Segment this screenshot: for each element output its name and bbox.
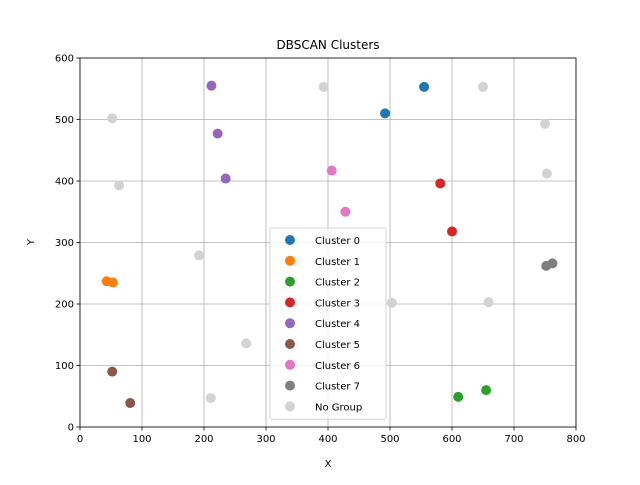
data-point [326, 165, 337, 176]
legend-label: Cluster 4 [315, 319, 360, 330]
legend-marker [285, 380, 295, 391]
legend-marker [285, 359, 295, 370]
legend-marker [285, 276, 295, 287]
legend-label: Cluster 0 [315, 236, 360, 247]
legend-label: Cluster 5 [315, 340, 360, 351]
x-tick-label: 500 [380, 434, 399, 445]
data-point [435, 178, 446, 189]
data-point [125, 398, 136, 409]
data-point [547, 258, 558, 269]
legend-marker [285, 297, 295, 308]
axis-ticks: 0 100 200 300 400 500 600 700 800 0 100 200 300 400 50… [55, 54, 586, 446]
y-tick-label: 300 [55, 238, 74, 249]
legend-label: Cluster 2 [315, 278, 360, 289]
data-point [107, 277, 118, 288]
data-point [478, 81, 488, 92]
y-tick-label: 400 [55, 177, 74, 188]
x-tick-label: 200 [194, 434, 213, 445]
data-point [447, 226, 457, 237]
y-tick-label: 100 [55, 361, 74, 372]
data-point [318, 81, 329, 92]
data-point [205, 393, 216, 404]
legend: Cluster 0 Cluster 1 Cluster 2 Cluster 3 Clus… [269, 227, 387, 420]
x-tick-label: 800 [566, 434, 585, 445]
y-tick-label: 600 [55, 54, 74, 65]
data-point [194, 250, 205, 261]
y-tick-label: 200 [55, 300, 74, 311]
legend-marker [285, 318, 295, 329]
data-point [541, 168, 552, 179]
y-axis-label: Y [26, 238, 37, 246]
legend-label: Cluster 1 [315, 257, 360, 268]
data-point [419, 81, 430, 92]
data-point [206, 80, 217, 91]
data-point [380, 108, 391, 119]
chart-title: DBSCAN Clusters [276, 38, 379, 52]
data-point [220, 173, 231, 184]
data-points [101, 80, 558, 409]
data-point [212, 128, 223, 139]
legend-marker [285, 235, 295, 245]
data-point [114, 180, 125, 191]
x-tick-label: 600 [442, 434, 461, 445]
x-tick-label: 700 [504, 434, 523, 445]
x-axis-label: X [325, 459, 332, 470]
x-tick-label: 300 [256, 434, 275, 445]
data-point [340, 206, 351, 217]
data-point [107, 113, 118, 124]
legend-box [269, 227, 387, 420]
x-tick-label: 400 [318, 434, 337, 445]
legend-label: Cluster 3 [315, 298, 360, 309]
legend-marker [285, 339, 295, 349]
legend-label: Cluster 6 [315, 361, 360, 372]
data-point [386, 297, 397, 308]
y-tick-label: 500 [55, 115, 74, 126]
legend-label: No Group [315, 402, 362, 413]
legend-label: Cluster 7 [315, 382, 360, 393]
y-tick-label: 0 [68, 423, 74, 434]
data-point [481, 385, 492, 396]
x-tick-label: 100 [132, 434, 151, 445]
data-point [453, 391, 464, 402]
legend-marker [285, 401, 295, 412]
legend-marker [285, 255, 295, 266]
data-point [241, 338, 252, 349]
data-point [483, 297, 494, 308]
data-point [107, 366, 118, 377]
data-point [540, 118, 550, 129]
x-tick-label: 0 [77, 434, 83, 445]
